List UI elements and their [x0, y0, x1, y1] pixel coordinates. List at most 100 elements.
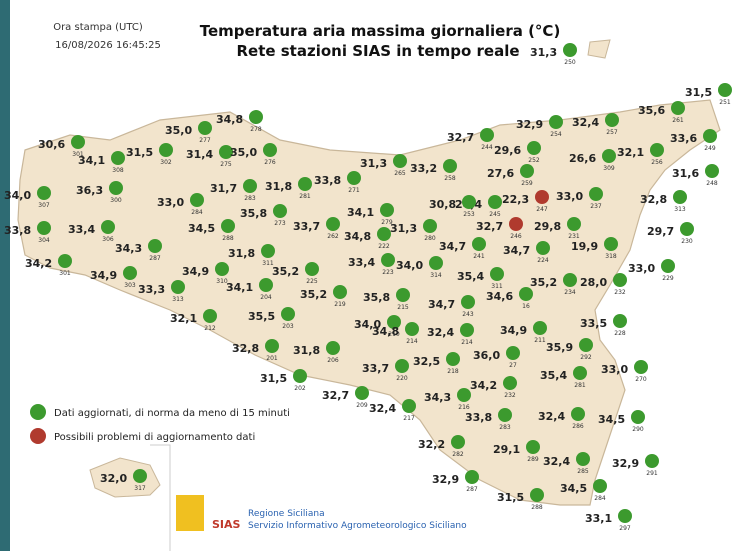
station-id: 210 — [388, 331, 400, 338]
station-temp: 31,8 — [265, 180, 292, 193]
station-temp: 33,6 — [670, 132, 697, 145]
station-icon — [381, 253, 395, 267]
station-icon — [58, 254, 72, 268]
station-id: 201 — [266, 355, 278, 362]
station-icon — [203, 309, 217, 323]
station-temp: 32,7 — [447, 131, 474, 144]
station-icon — [462, 195, 476, 209]
station-temp: 32,7 — [476, 220, 503, 233]
station-temp: 34,6 — [486, 290, 513, 303]
station-temp: 32,4 — [369, 402, 396, 415]
station-icon — [293, 369, 307, 383]
station-id: 302 — [160, 159, 172, 166]
station-temp: 34,5 — [560, 482, 587, 495]
station-temp: 34,7 — [428, 298, 455, 311]
station-icon — [198, 121, 212, 135]
station-icon — [111, 151, 125, 165]
station-icon — [405, 322, 419, 336]
station-icon — [326, 217, 340, 231]
station-id: 212 — [204, 325, 216, 332]
station-id: 283 — [499, 424, 511, 431]
station-temp: 32,4 — [572, 116, 599, 129]
station-id: 249 — [704, 145, 716, 152]
station-temp: 32,4 — [543, 455, 570, 468]
station-id: 246 — [510, 233, 522, 240]
station-temp: 34,7 — [503, 244, 530, 257]
station-icon — [503, 376, 517, 390]
station-icon — [526, 440, 540, 454]
station-temp: 33,5 — [580, 317, 607, 330]
station-icon — [395, 359, 409, 373]
station-temp: 33,0 — [601, 363, 628, 376]
station-id: 252 — [528, 157, 540, 164]
station-id: 217 — [403, 415, 415, 422]
station-id: 254 — [550, 131, 562, 138]
station-id: 290 — [632, 426, 644, 433]
station-id: 310 — [216, 278, 228, 285]
station-id: 286 — [572, 423, 584, 430]
station-icon — [123, 266, 137, 280]
station-icon — [443, 159, 457, 173]
station-temp: 34,0 — [4, 189, 31, 202]
station-id: 253 — [463, 211, 475, 218]
station-temp: 32,2 — [418, 438, 445, 451]
station-temp: 35,0 — [230, 146, 257, 159]
station-temp: 33,8 — [314, 174, 341, 187]
timestamp: 16/08/2026 16:45:25 — [55, 40, 161, 51]
station-temp: 32,4 — [538, 410, 565, 423]
station-icon — [567, 217, 581, 231]
station-temp: 33,0 — [556, 190, 583, 203]
station-temp: 29,6 — [494, 144, 521, 157]
stations: 31,325031,525135,626132,425732,925432,72… — [4, 43, 732, 532]
station-icon — [680, 222, 694, 236]
station-temp: 31,5 — [260, 372, 287, 385]
station-id: 265 — [394, 170, 406, 177]
station-temp: 33,0 — [628, 262, 655, 275]
station-temp: 35,9 — [546, 341, 573, 354]
station-icon — [243, 179, 257, 193]
station-id: 241 — [473, 253, 485, 260]
station-id: 280 — [424, 235, 436, 242]
station-icon — [527, 141, 541, 155]
station-id: 256 — [651, 159, 663, 166]
station-id: 279 — [381, 219, 393, 226]
station-id: 231 — [568, 233, 580, 240]
station-temp: 34,5 — [188, 222, 215, 235]
station-temp: 33,7 — [293, 220, 320, 233]
station-temp: 35,4 — [457, 270, 484, 283]
station-icon — [520, 164, 534, 178]
station-icon — [298, 177, 312, 191]
station-id: 287 — [149, 255, 161, 262]
station-temp: 33,2 — [410, 162, 437, 175]
station-temp: 34,1 — [226, 281, 253, 294]
station-id: 223 — [382, 269, 394, 276]
station-id: 224 — [537, 257, 549, 264]
side-strip — [0, 0, 10, 551]
station-id: 262 — [327, 233, 339, 240]
station-icon — [589, 187, 603, 201]
station-temp: 34,3 — [424, 391, 451, 404]
station-icon — [535, 190, 549, 204]
station-temp: 35,2 — [530, 276, 557, 289]
station-id: 271 — [348, 187, 360, 194]
station-temp: 19,9 — [571, 240, 598, 253]
station-icon — [579, 338, 593, 352]
station-id: 215 — [397, 304, 409, 311]
station-temp: 30,6 — [38, 138, 65, 151]
station-icon — [347, 171, 361, 185]
station-id: 288 — [531, 504, 543, 511]
station-temp: 32,0 — [100, 472, 127, 485]
station-id: 206 — [327, 357, 339, 364]
station-id: 16 — [522, 303, 530, 310]
station-id: 285 — [577, 468, 589, 475]
station-id: 301 — [59, 270, 71, 277]
station-temp: 35,2 — [272, 265, 299, 278]
station-temp: 30,8 — [429, 198, 456, 211]
station-temp: 35,8 — [240, 207, 267, 220]
station-icon — [37, 186, 51, 200]
station-icon — [101, 220, 115, 234]
station-icon — [387, 315, 401, 329]
station-icon — [509, 217, 523, 231]
station-id: 248 — [706, 180, 718, 187]
